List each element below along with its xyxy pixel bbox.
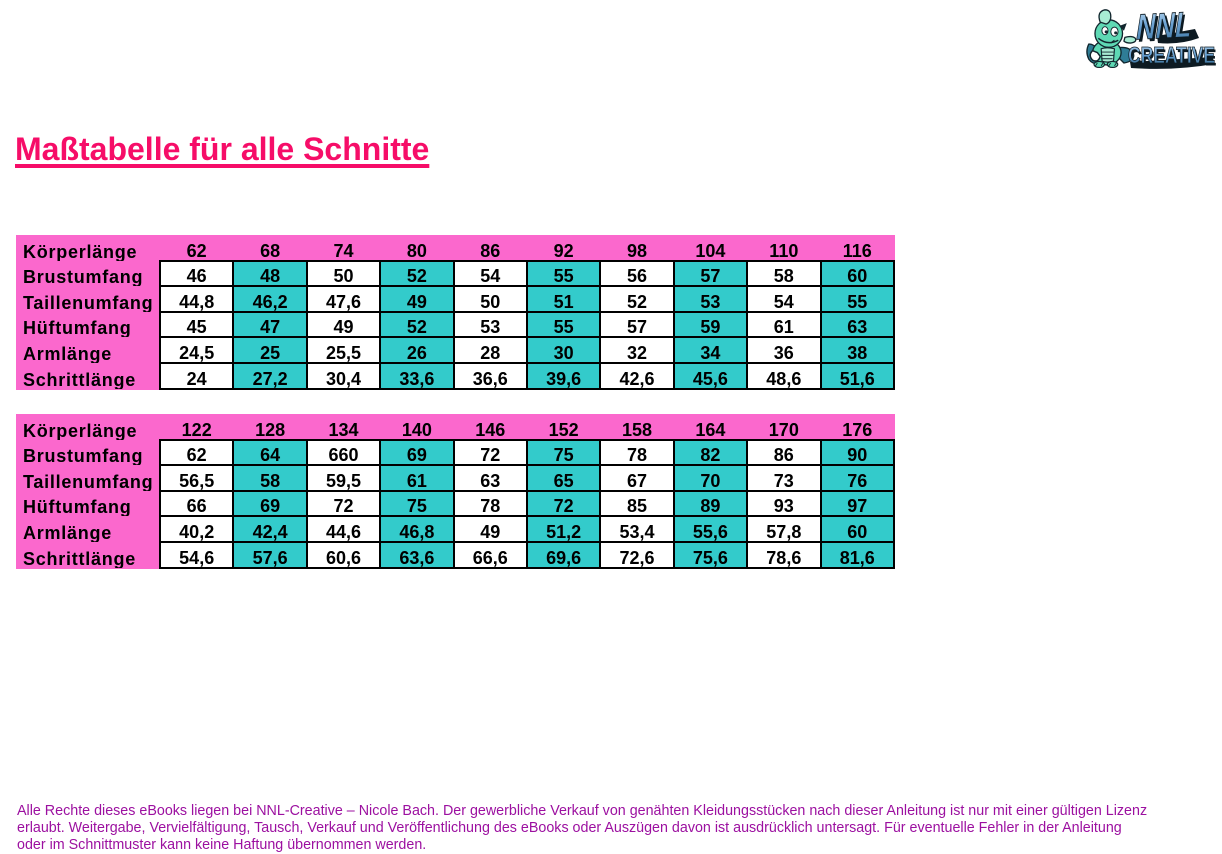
svg-text:CREATIVE: CREATIVE xyxy=(1130,45,1217,71)
svg-text:CREATIVE: CREATIVE xyxy=(1128,42,1215,68)
svg-text:NNL: NNL xyxy=(1134,4,1195,48)
svg-text:NNL: NNL xyxy=(1136,6,1197,50)
